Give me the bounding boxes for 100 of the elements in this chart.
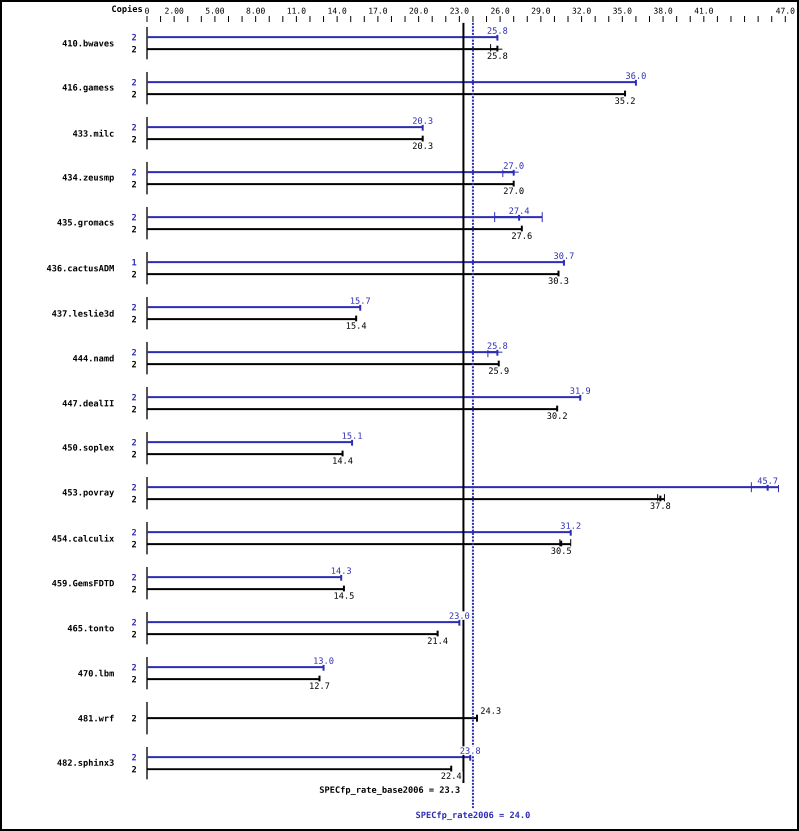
data-label: 37.8 <box>650 502 670 509</box>
ref-line-label: SPECfp_rate2006 = 24.0 <box>416 811 530 820</box>
text: 2 <box>132 630 136 638</box>
text: 2 <box>132 168 136 176</box>
x-tick-label: 23.0 <box>450 8 468 14</box>
y-tick-label: 470.lbm <box>78 670 114 677</box>
y-tick-label: 459.GemsFDTD <box>52 580 114 586</box>
text: 2 <box>132 484 136 490</box>
x-tick-label: 41.0 <box>694 8 713 14</box>
x-tick-label: 11.0 <box>288 8 306 14</box>
x-tick-label: 47.0 <box>776 8 794 14</box>
text: 2 <box>132 664 136 670</box>
text: 2 <box>132 304 136 310</box>
y-tick-label: 447.dealII <box>62 400 114 407</box>
text: 2 <box>132 270 136 278</box>
data-label: 27.0 <box>504 162 524 169</box>
text: 2 <box>132 394 136 400</box>
x-tick-label: 14.0 <box>328 8 346 14</box>
data-label: 36.0 <box>626 72 646 79</box>
text: 2 <box>132 34 136 40</box>
data-label: 14.4 <box>333 457 353 464</box>
data-label: 20.3 <box>412 117 432 124</box>
y-tick-label: 437.leslie3d <box>52 310 114 317</box>
text: 1 <box>132 259 136 266</box>
text: 2 <box>132 348 136 356</box>
data-label: 30.7 <box>554 252 574 259</box>
text: 2 <box>132 124 136 130</box>
y-tick-label: 481.wrf <box>78 714 114 722</box>
text: 2 <box>132 574 136 580</box>
x-tick-label: 26.0 <box>491 8 510 14</box>
data-label: 12.7 <box>310 682 330 689</box>
data-label: 27.4 <box>509 207 530 214</box>
data-label: 25.8 <box>488 52 508 59</box>
x-tick-label: 38.0 <box>654 8 672 14</box>
data-label: 14.3 <box>332 567 351 574</box>
ref-line-label: SPECfp_rate_base2006 = 23.3 <box>320 786 460 795</box>
data-label: 30.2 <box>547 412 567 419</box>
y-tick-label: 450.soplex <box>62 444 114 452</box>
data-label: 15.4 <box>346 322 366 329</box>
text: 2 <box>132 754 136 760</box>
text: 2 <box>132 406 136 412</box>
y-tick-label: 444.namd <box>72 354 114 362</box>
text: 2 <box>132 360 136 368</box>
text: 2 <box>132 438 136 446</box>
text: 2 <box>132 618 136 626</box>
text: 2 <box>132 496 136 502</box>
data-label: 23.8 <box>460 747 480 754</box>
text: Copies <box>112 4 142 14</box>
text: 2 <box>132 676 136 682</box>
data-label: 27.6 <box>512 232 532 239</box>
x-tick-label: 5.00 <box>206 8 224 14</box>
y-tick-label: 454.calculix <box>52 534 114 542</box>
text: 2 <box>132 714 136 722</box>
data-label: 25.8 <box>488 342 508 349</box>
y-tick-label: 436.cactusADM <box>46 264 114 272</box>
data-label: 13.0 <box>314 657 334 664</box>
data-label: 31.9 <box>570 387 590 394</box>
data-label: 27.0 <box>504 187 524 194</box>
data-label: 22.4 <box>441 772 462 779</box>
text: 2 <box>132 450 136 458</box>
data-label: 21.4 <box>428 637 448 644</box>
x-tick-label: 20.0 <box>410 8 428 14</box>
y-tick-label: 434.zeusmp <box>62 174 114 182</box>
text: 2 <box>132 180 136 188</box>
y-tick-label: 435.gromacs <box>57 219 114 228</box>
data-label: 35.2 <box>615 97 635 104</box>
data-label: 31.2 <box>560 522 580 529</box>
data-label: 25.9 <box>488 367 509 374</box>
data-label: 20.3 <box>412 142 432 150</box>
x-tick-label: 0 <box>145 8 149 14</box>
x-tick-label: 2.00 <box>165 8 184 14</box>
y-tick-label: 453.povray <box>62 489 114 498</box>
text: 2 <box>132 316 136 322</box>
x-tick-label: 8.00 <box>246 8 265 14</box>
text: 2 <box>132 540 136 548</box>
text: 2 <box>132 226 136 232</box>
data-label: 15.7 <box>350 297 370 304</box>
data-label: 23.0 <box>450 612 470 619</box>
text: 2 <box>132 136 136 142</box>
x-tick-label: 32.0 <box>572 8 591 14</box>
y-tick-label: 433.milc <box>72 130 114 137</box>
x-tick-label: 35.0 <box>613 8 632 14</box>
data-label: 15.1 <box>342 432 362 439</box>
text: 2 <box>132 528 136 536</box>
text: 2 <box>132 46 136 52</box>
data-label: 30.3 <box>548 277 568 284</box>
y-tick-label: 416.gamess <box>62 84 114 92</box>
text: 2 <box>132 90 136 98</box>
x-tick-label: 17.0 <box>369 8 387 14</box>
text: 2 <box>132 78 136 86</box>
x-tick-label: 29.0 <box>532 8 550 14</box>
y-tick-label: 465.tonto <box>68 624 114 632</box>
data-label: 45.7 <box>758 477 778 484</box>
data-label: 24.3 <box>480 707 500 714</box>
data-label: 14.5 <box>334 592 354 599</box>
text: 2 <box>132 586 136 592</box>
y-tick-label: 482.sphinx3 <box>57 758 114 768</box>
data-label: 30.5 <box>551 547 571 554</box>
text: 2 <box>132 766 136 772</box>
text: 2 <box>132 214 136 220</box>
